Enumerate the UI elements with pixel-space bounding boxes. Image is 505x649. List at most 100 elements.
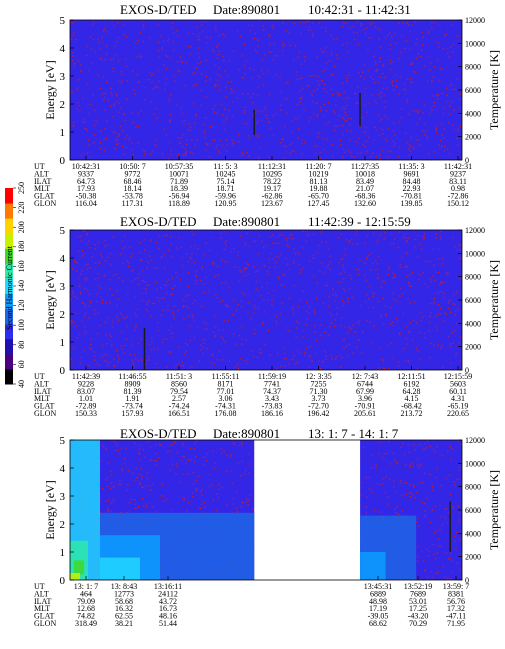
noise-cell <box>404 132 407 135</box>
noise-cell <box>384 106 386 109</box>
noise-cell <box>378 38 380 40</box>
noise-cell <box>196 26 198 28</box>
noise-cell <box>335 295 337 297</box>
noise-cell <box>424 514 426 517</box>
noise-cell <box>428 356 431 359</box>
noise-cell <box>169 57 171 59</box>
noise-cell <box>280 109 282 111</box>
noise-cell <box>253 37 256 40</box>
noise-cell <box>275 320 277 323</box>
noise-cell <box>352 25 354 28</box>
noise-cell <box>191 231 193 233</box>
noise-cell <box>214 326 217 328</box>
noise-cell <box>316 113 319 116</box>
noise-cell <box>379 316 382 319</box>
noise-cell <box>459 243 461 246</box>
noise-cell <box>132 153 135 156</box>
noise-cell <box>379 96 382 99</box>
table-cell: 3.43 <box>265 394 279 403</box>
noise-cell <box>282 138 284 141</box>
noise-cell <box>203 456 205 459</box>
noise-cell <box>231 139 234 141</box>
noise-cell <box>338 261 340 264</box>
noise-cell <box>348 241 351 243</box>
table-cell: 17.19 <box>369 604 387 613</box>
noise-cell <box>135 126 137 128</box>
noise-cell <box>220 103 223 106</box>
noise-cell <box>277 276 280 279</box>
table-cell: 139.85 <box>401 199 423 208</box>
noise-cell <box>366 150 368 153</box>
noise-cell <box>115 349 118 352</box>
noise-cell <box>395 74 397 77</box>
table-cell: 18.14 <box>124 184 142 193</box>
noise-cell <box>458 512 461 514</box>
noise-cell <box>110 487 112 490</box>
noise-cell <box>215 29 217 31</box>
noise-cell <box>451 89 454 91</box>
noise-cell <box>238 133 240 136</box>
noise-cell <box>430 260 432 263</box>
noise-cell <box>233 442 235 444</box>
noise-cell <box>416 368 419 370</box>
noise-cell <box>116 305 118 307</box>
y-tick-label: 2 <box>60 519 66 531</box>
noise-cell <box>366 319 368 322</box>
noise-cell <box>313 310 316 312</box>
table-cell: 9772 <box>125 169 141 178</box>
noise-cell <box>370 76 372 78</box>
colorbar-segment <box>5 323 13 340</box>
row-label: GLAT <box>34 402 55 411</box>
y2-tick-label: 6000 <box>465 86 481 95</box>
noise-cell <box>228 109 230 111</box>
noise-cell <box>128 262 131 264</box>
noise-cell <box>331 322 333 324</box>
noise-cell <box>282 22 284 24</box>
noise-cell <box>415 71 417 73</box>
noise-cell <box>277 256 280 259</box>
noise-cell <box>121 73 123 76</box>
table-cell: 74.37 <box>263 387 281 396</box>
noise-cell <box>218 34 221 37</box>
noise-cell <box>320 241 323 243</box>
noise-cell <box>419 273 421 276</box>
noise-cell <box>180 59 182 62</box>
noise-cell <box>137 142 139 144</box>
noise-cell <box>458 107 461 109</box>
noise-cell <box>175 272 177 274</box>
noise-cell <box>437 41 439 44</box>
noise-cell <box>157 69 159 72</box>
noise-cell <box>447 148 449 150</box>
noise-cell <box>108 509 111 512</box>
noise-cell <box>154 144 156 146</box>
noise-cell <box>332 294 334 296</box>
noise-cell <box>325 358 328 361</box>
noise-cell <box>351 296 353 299</box>
noise-cell <box>435 94 438 96</box>
noise-cell <box>383 367 386 370</box>
noise-cell <box>163 297 165 299</box>
noise-cell <box>113 498 115 500</box>
noise-cell <box>86 288 89 291</box>
noise-cell <box>444 508 446 510</box>
noise-cell <box>416 464 418 466</box>
noise-cell <box>346 97 349 99</box>
noise-cell <box>117 360 119 363</box>
noise-cell <box>408 281 410 283</box>
table-cell: 12: 3:35 <box>305 372 331 381</box>
table-cell: 13:45:31 <box>364 582 392 591</box>
noise-cell <box>299 97 301 100</box>
noise-cell <box>134 442 136 445</box>
panel-title-instrument: EXOS-D/TED <box>120 426 197 441</box>
noise-cell <box>329 261 331 264</box>
noise-cell <box>381 358 384 361</box>
noise-cell <box>364 301 367 303</box>
noise-cell <box>142 40 144 43</box>
noise-cell <box>271 242 274 244</box>
noise-cell <box>370 24 372 26</box>
noise-cell <box>164 82 167 85</box>
noise-cell <box>357 43 359 46</box>
noise-cell <box>173 313 175 316</box>
noise-cell <box>252 101 254 104</box>
